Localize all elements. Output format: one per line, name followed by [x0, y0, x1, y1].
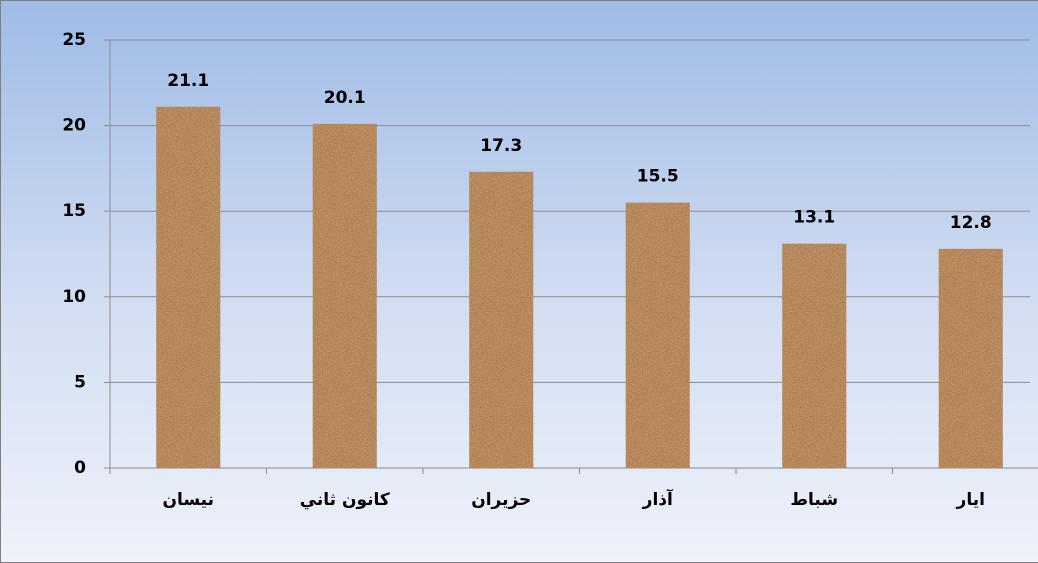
y-tick-label: 25	[62, 30, 86, 50]
bar	[312, 123, 377, 468]
data-label: 15.5	[637, 167, 679, 187]
y-tick-label: 20	[62, 116, 86, 136]
bar	[469, 171, 534, 468]
bar	[625, 202, 690, 468]
y-tick-label: 15	[62, 201, 86, 221]
y-tick-label: 0	[74, 458, 86, 478]
data-label: 20.1	[324, 88, 366, 108]
data-label: 12.8	[950, 213, 992, 233]
x-tick-label: آذار	[642, 488, 674, 510]
data-label: 17.3	[480, 136, 522, 156]
y-tick-label: 5	[74, 372, 86, 392]
x-tick-label: شباط	[790, 490, 838, 510]
data-label: 13.1	[793, 208, 835, 228]
bar	[938, 248, 1003, 468]
bar	[782, 243, 847, 468]
data-label: 21.1	[167, 71, 209, 91]
bar	[156, 106, 221, 468]
y-tick-label: 10	[62, 287, 86, 307]
x-tick-label: حزيران	[471, 490, 531, 510]
x-tick-label: كانون ثاني	[300, 490, 390, 510]
x-tick-label: نيسان	[162, 490, 214, 510]
x-tick-label: ايار	[956, 490, 985, 510]
